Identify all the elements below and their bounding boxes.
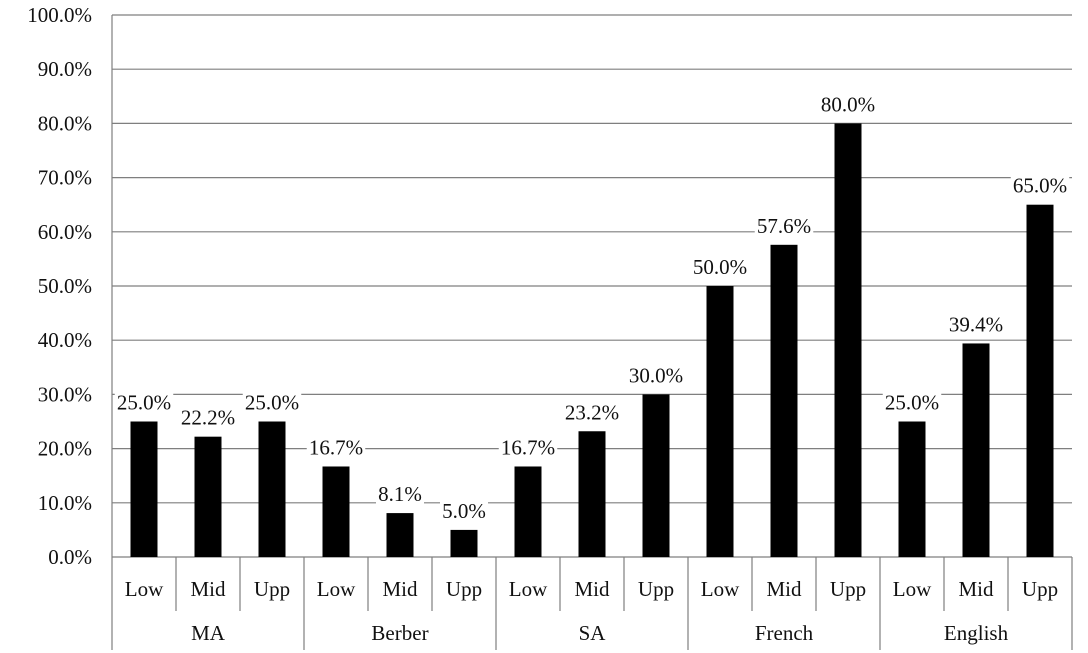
- data-label-background: [440, 499, 488, 522]
- bar-english-upp: [1026, 204, 1054, 557]
- x-subcategory-label: Mid: [766, 577, 802, 601]
- y-tick-label: 90.0%: [38, 57, 92, 81]
- data-label-background: [178, 406, 238, 429]
- x-subcategory-label: Mid: [190, 577, 226, 601]
- data-label: 30.0%: [629, 363, 683, 387]
- data-label-background: [690, 256, 750, 278]
- data-label: 57.6%: [757, 214, 811, 238]
- x-subcategory-label: Upp: [254, 577, 290, 601]
- data-label-background: [754, 214, 814, 237]
- y-tick-label: 50.0%: [38, 274, 92, 298]
- y-tick-label: 100.0%: [27, 3, 92, 27]
- data-label-background: [946, 313, 1006, 336]
- bar-berber-low: [322, 466, 350, 557]
- x-subcategory-label: Upp: [638, 577, 674, 601]
- x-subcategory-label: Upp: [1022, 577, 1058, 601]
- x-subcategory-label: Low: [317, 577, 356, 601]
- bar-english-low: [898, 421, 926, 557]
- data-label-background: [562, 401, 622, 424]
- y-tick-label: 10.0%: [38, 491, 92, 515]
- x-group-label: English: [944, 621, 1009, 645]
- y-tick-label: 40.0%: [38, 328, 92, 352]
- x-axis-categories: Low Mid Upp MA Low Mid Upp Berber Low Mid Upp SA Low…: [125, 577, 1058, 645]
- x-subcategory-label: Mid: [958, 577, 994, 601]
- y-tick-label: 30.0%: [38, 382, 92, 406]
- data-label: 5.0%: [442, 499, 486, 523]
- data-label: 25.0%: [885, 391, 939, 415]
- data-label-background: [306, 436, 366, 459]
- data-label: 25.0%: [245, 391, 299, 415]
- x-group-label: SA: [579, 621, 607, 645]
- data-label-background: [114, 391, 174, 414]
- data-label: 25.0%: [117, 391, 171, 415]
- data-label: 80.0%: [821, 92, 875, 116]
- data-label-background: [498, 436, 558, 459]
- x-subcategory-label: Low: [125, 577, 164, 601]
- data-labels: 25.0% 22.2% 25.0% 16.7% 8.1% 5.0% 16.7% 23.2% 30…: [114, 92, 1070, 523]
- x-subcategory-label: Upp: [830, 577, 866, 601]
- gridlines: [112, 14, 1072, 504]
- y-tick-label: 0.0%: [48, 545, 92, 569]
- x-subcategory-label: Upp: [446, 577, 482, 601]
- data-label-background: [242, 391, 302, 414]
- data-label: 16.7%: [501, 435, 555, 459]
- bar-berber-mid: [386, 513, 414, 557]
- bar-sa-low: [514, 466, 542, 557]
- bar-sa-upp: [642, 394, 670, 557]
- data-label-background: [376, 483, 424, 506]
- x-subcategory-label: Low: [509, 577, 548, 601]
- data-label: 8.1%: [378, 482, 422, 506]
- data-label-background: [882, 391, 942, 414]
- y-tick-label: 80.0%: [38, 111, 92, 135]
- x-group-label: MA: [191, 621, 226, 645]
- x-group-label: French: [755, 621, 814, 645]
- x-subcategory-label: Mid: [382, 577, 418, 601]
- bar-ma-upp: [258, 421, 286, 557]
- data-label: 16.7%: [309, 435, 363, 459]
- data-label: 65.0%: [1013, 174, 1067, 198]
- y-tick-label: 60.0%: [38, 220, 92, 244]
- bar-french-mid: [770, 244, 798, 558]
- x-subcategory-label: Low: [701, 577, 740, 601]
- bar-ma-mid: [194, 436, 222, 557]
- data-label: 22.2%: [181, 406, 235, 430]
- bar-french-low: [706, 286, 734, 557]
- x-group-label: Berber: [371, 621, 428, 645]
- bar-french-upp: [834, 123, 862, 558]
- bars: [130, 123, 1054, 558]
- data-label-background: [1010, 174, 1070, 197]
- y-axis-ticks: 0.0% 10.0% 20.0% 30.0% 40.0% 50.0% 60.0% 70.0% 8…: [27, 3, 92, 569]
- bar-ma-low: [130, 421, 158, 557]
- data-label-background: [626, 364, 686, 387]
- bar-english-mid: [962, 343, 990, 557]
- x-subcategory-label: Low: [893, 577, 932, 601]
- y-tick-label: 20.0%: [38, 437, 92, 461]
- bar-sa-mid: [578, 431, 606, 557]
- x-subcategory-label: Mid: [574, 577, 610, 601]
- data-label: 39.4%: [949, 312, 1003, 336]
- y-tick-label: 70.0%: [38, 166, 92, 190]
- data-label: 23.2%: [565, 400, 619, 424]
- data-label: 50.0%: [693, 255, 747, 279]
- bar-berber-upp: [450, 529, 478, 557]
- data-label-background: [818, 93, 878, 116]
